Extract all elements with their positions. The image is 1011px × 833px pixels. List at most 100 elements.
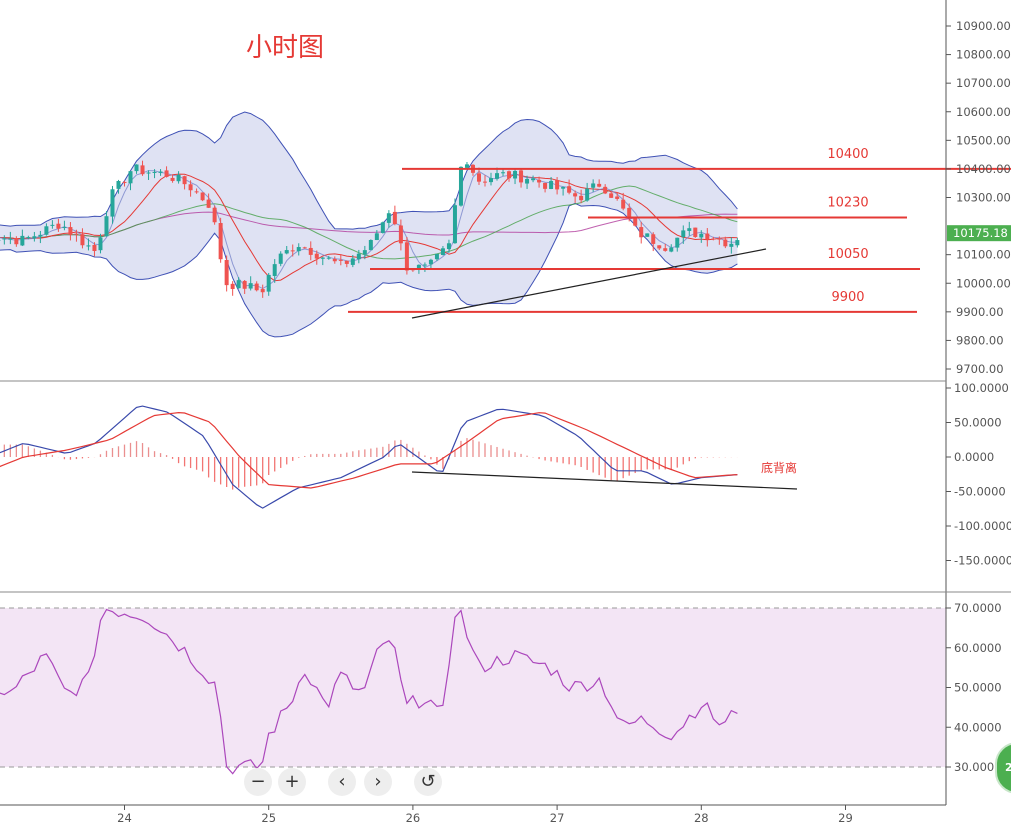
candle-body: [308, 247, 313, 255]
rsi-line: [0, 608, 738, 775]
divergence-label: 底背离: [761, 460, 797, 475]
candle-body: [507, 171, 512, 179]
price-tick-label: 10800.00: [956, 48, 1011, 62]
candle-body: [699, 233, 704, 238]
price-panel: [0, 111, 1011, 338]
bollinger-lower-line: [0, 202, 738, 338]
candle-body: [290, 250, 295, 252]
candle-body: [543, 182, 548, 189]
candle-body: [404, 242, 409, 271]
macd-tick-label: -50.0000: [954, 485, 1006, 499]
candle-body: [452, 205, 457, 244]
candle-body: [188, 184, 193, 191]
level-label-9900: 9900: [831, 290, 864, 305]
candle-body: [735, 240, 740, 246]
candle-body: [146, 172, 151, 174]
price-tick-label: 10700.00: [956, 76, 1011, 90]
candle-body: [386, 213, 391, 223]
candle-body: [122, 181, 127, 183]
candle-body: [2, 238, 7, 240]
candle-body: [489, 178, 494, 183]
level-label-10230: 10230: [827, 196, 868, 211]
candle-body: [206, 199, 211, 208]
candle-body: [296, 247, 301, 252]
level-label-10050: 10050: [827, 247, 868, 262]
candle-body: [555, 180, 560, 190]
candle-body: [230, 283, 235, 290]
rsi-tick-label: 40.0000: [954, 720, 1002, 734]
candle-body: [675, 237, 680, 248]
divergence-trendline: [411, 471, 798, 490]
candle-body: [398, 225, 403, 244]
macd-tick-label: 100.0000: [954, 381, 1009, 395]
candle-body: [549, 180, 554, 190]
candle-body: [609, 193, 614, 198]
candle-body: [182, 176, 187, 185]
candle-body: [314, 253, 319, 259]
candle-body: [326, 257, 331, 259]
candle-body: [651, 234, 656, 244]
rsi-band-fill: [0, 608, 946, 767]
candle-body: [627, 207, 632, 219]
candle-body: [104, 216, 109, 237]
candle-body: [380, 222, 385, 233]
scroll-right-button[interactable]: ›: [364, 768, 392, 796]
rsi-tick-label: 50.0000: [954, 681, 1002, 695]
candle-body: [218, 223, 223, 260]
macd-line: [0, 405, 738, 509]
candle-body: [597, 183, 602, 187]
candle-body: [585, 188, 590, 201]
price-tick-label: 10100.00: [956, 248, 1011, 262]
price-tick-label: 10400.00: [956, 162, 1011, 176]
last-price-label: 10175.18: [953, 226, 1008, 240]
candle-body: [278, 253, 283, 264]
price-tick-label: 9700.00: [956, 362, 1004, 376]
candle-body: [8, 238, 13, 240]
candle-body: [68, 227, 73, 235]
candle-body: [657, 245, 662, 249]
candle-body: [422, 264, 427, 266]
candle-body: [242, 280, 247, 289]
candle-body: [513, 170, 518, 179]
scroll-left-button[interactable]: ‹: [328, 768, 356, 796]
candle-body: [266, 274, 271, 292]
candle-body: [26, 237, 31, 239]
candle-body: [32, 236, 37, 239]
candle-body: [158, 171, 163, 173]
candle-body: [110, 189, 115, 217]
signal-line: [0, 411, 738, 489]
candle-body: [428, 259, 433, 265]
price-tick-label: 9800.00: [956, 333, 1004, 347]
candle-body: [248, 283, 253, 289]
candle-body: [434, 253, 439, 260]
chart-title: 小时图: [246, 33, 324, 63]
zoom-out-button[interactable]: −: [244, 768, 272, 796]
last-price-tag: [947, 225, 1011, 242]
candle-body: [224, 259, 229, 286]
candle-body: [44, 226, 49, 235]
candle-body: [476, 173, 481, 182]
price-tick-label: 9900.00: [956, 305, 1004, 319]
candle-body: [573, 193, 578, 197]
candle-body: [392, 211, 397, 225]
candle-body: [416, 264, 421, 270]
reset-chart-button[interactable]: ↺: [414, 768, 442, 796]
candle-body: [86, 245, 91, 247]
candle-body: [495, 173, 500, 179]
candle-body: [621, 199, 626, 209]
candle-body: [164, 170, 169, 177]
macd-tick-label: 50.0000: [954, 416, 1002, 430]
candle-body: [705, 233, 710, 240]
candle-body: [374, 233, 379, 241]
candle-body: [236, 280, 241, 289]
zoom-in-button[interactable]: +: [278, 768, 306, 796]
candle-body: [669, 247, 674, 252]
candle-body: [579, 195, 584, 201]
date-tick-label: 27: [550, 811, 565, 825]
candle-body: [561, 187, 566, 189]
candle-body: [134, 164, 139, 172]
candle-body: [483, 181, 487, 183]
rsi-panel: [0, 607, 946, 775]
